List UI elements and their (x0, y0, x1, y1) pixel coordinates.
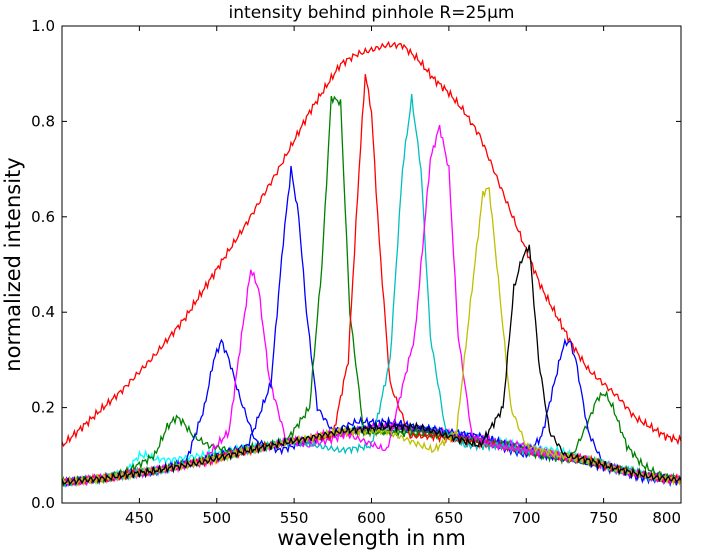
series-line-peak-702 (61, 244, 682, 486)
x-tick-label: 650 (435, 509, 464, 527)
y-tick-label: 1.0 (31, 17, 55, 35)
x-tick-label: 750 (589, 509, 618, 527)
y-tick-label: 0.6 (31, 208, 55, 226)
tick-layer: 450 500 550 600 650 700 750 800 0.0 0.2 0.4 0.6 0.8 1… (31, 17, 682, 527)
y-tick-label: 0.8 (31, 112, 55, 130)
y-tick-label: 0.0 (31, 494, 55, 512)
x-tick-label: 500 (202, 509, 231, 527)
x-axis-label: wavelength in nm (277, 526, 466, 550)
series-line-broadband (61, 40, 682, 448)
x-tick-label: 800 (652, 509, 681, 527)
x-tick-label: 700 (512, 509, 541, 527)
x-tick-label: 600 (357, 509, 386, 527)
y-axis-label: normalized intensity (1, 157, 25, 371)
chart-title: intensity behind pinhole R=25μm (229, 3, 515, 23)
y-tick-label: 0.4 (31, 303, 55, 321)
x-tick-label: 550 (280, 509, 309, 527)
x-tick-label: 450 (125, 509, 154, 527)
plot-area (62, 26, 681, 503)
y-tick-label: 0.2 (31, 399, 55, 417)
series-layer (61, 40, 682, 488)
